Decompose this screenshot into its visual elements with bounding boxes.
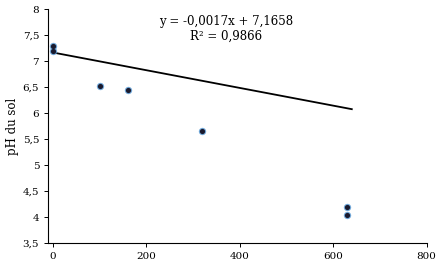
Point	[50, 43, 57, 48]
Y-axis label: pH du sol: pH du sol	[6, 98, 19, 155]
Point	[343, 205, 351, 209]
Point	[96, 84, 103, 88]
Point	[199, 129, 206, 134]
Text: R² = 0,9866: R² = 0,9866	[190, 30, 262, 43]
Point	[343, 213, 351, 217]
Point	[96, 84, 103, 88]
Point	[124, 88, 131, 92]
Point	[343, 205, 351, 209]
Point	[343, 213, 351, 217]
Point	[50, 49, 57, 53]
Point	[199, 129, 206, 134]
Point	[50, 49, 57, 53]
Point	[124, 88, 131, 92]
Text: y = -0,0017x + 7,1658: y = -0,0017x + 7,1658	[159, 15, 293, 28]
Point	[50, 43, 57, 48]
